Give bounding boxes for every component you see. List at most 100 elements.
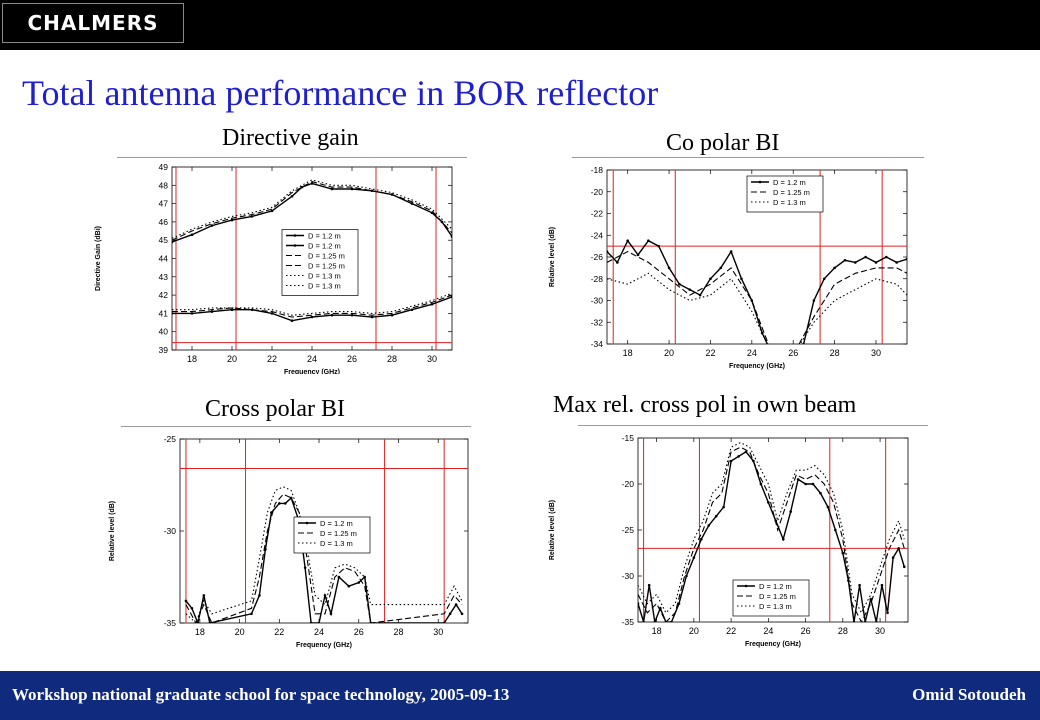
x-tick-label: 22 [274,627,284,637]
chalmers-logo: CHALMERS [2,3,184,43]
series-point [607,250,609,253]
legend: D = 1.2 mD = 1.25 mD = 1.3 m [293,516,371,554]
legend-label: D = 1.3 m [759,602,792,611]
x-tick-label: 24 [763,626,773,636]
series-line [172,181,452,241]
series-point [729,250,733,253]
title-underline [572,157,924,158]
series-point [902,565,906,569]
y-axis-label: Directive Gain (dBi) [95,226,102,291]
series-point [796,478,800,481]
legend-label: D = 1.3 m [320,539,353,548]
series-point [323,594,327,597]
series-point [270,209,274,213]
title-underline [578,425,928,426]
x-axis-label: Frequency (GHz) [745,641,801,648]
series-point [300,185,304,189]
series-point [811,482,815,486]
y-tick-label: -24 [591,230,604,240]
series-line [607,239,907,344]
series-point [357,581,361,584]
series-point [771,354,774,357]
x-tick-label: 26 [354,627,364,637]
x-tick-label: 20 [235,627,245,637]
x-tick-label: 18 [652,626,662,636]
series-point [454,603,458,606]
series-point [759,482,763,486]
series-point [802,342,805,344]
series-point [450,295,452,299]
series-point [448,612,452,616]
y-tick-label: 45 [159,235,169,245]
series-point [677,602,681,605]
series-point [190,233,194,237]
x-tick-label: 26 [801,626,811,636]
series-point [250,612,253,616]
legend-label: D = 1.25 m [773,188,810,197]
series-point [707,524,711,527]
series-point [330,313,334,317]
series-point [329,612,333,616]
series-point [337,575,341,579]
header-bar: CHALMERS [0,0,1040,50]
y-tick-label: 49 [159,162,169,172]
series-point [258,594,261,597]
x-tick-label: 30 [871,348,881,358]
series-point [737,455,740,458]
series-point [667,266,671,270]
x-tick-label: 18 [623,348,633,358]
series-point [172,240,174,244]
series-point [670,620,673,622]
series-point [744,450,748,454]
series-point [370,315,374,319]
series-point [283,502,287,505]
series-point [812,299,816,302]
legend-marker [744,584,748,588]
x-tick-label: 28 [830,348,840,358]
series-point [390,313,394,317]
series-line [185,486,463,623]
y-tick-label: 41 [159,308,169,318]
series-point [350,313,354,317]
chart-title-max-cross-pol: Max rel. cross pol in own beam [553,392,857,418]
legend-marker [758,180,762,184]
series-point [642,620,645,622]
series-point [891,556,895,559]
x-tick-label: 24 [314,627,324,637]
series-point [310,182,314,185]
x-tick-label: 30 [875,626,885,636]
series-point [330,187,334,191]
x-tick-label: 26 [788,348,798,358]
series-point [822,277,826,281]
footer-bar: Workshop national graduate school for sp… [0,671,1040,720]
series-point [647,239,650,242]
y-tick-label: -20 [591,187,604,197]
series-point [826,505,830,509]
series-point [289,496,293,500]
series-point [804,482,807,486]
y-tick-label: 44 [159,254,169,264]
series-point [874,261,878,264]
series-point [196,621,200,623]
legend-label: D = 1.3 m [308,282,341,291]
series-point [442,621,446,623]
y-tick-label: 47 [159,199,169,209]
series-point [700,537,703,541]
x-tick-label: 30 [433,627,443,637]
footer-event-text: Workshop national graduate school for sp… [12,685,510,704]
legend-label: D = 1.25 m [308,262,345,271]
y-tick-label: -18 [591,165,604,175]
chart-co-polar-bi: 18 20 22 24 26 28 30 -34 -32 -30 -28 -26 -24 -22 -20 -1… [549,165,908,370]
series-point [852,620,856,622]
legend-marker [293,244,297,247]
y-tick-label: -34 [591,339,604,349]
series-point [290,319,294,323]
x-tick-label: 24 [307,354,317,364]
x-axis-label: Frequency (GHz) [296,642,352,649]
legend-label: D = 1.3 m [773,198,806,207]
legend-label: D = 1.2 m [308,232,341,241]
footer-author: Omid Sotoudeh [912,685,1026,704]
y-tick-label: -30 [622,571,635,581]
y-tick-label: -35 [622,617,635,627]
x-tick-label: 28 [387,354,397,364]
